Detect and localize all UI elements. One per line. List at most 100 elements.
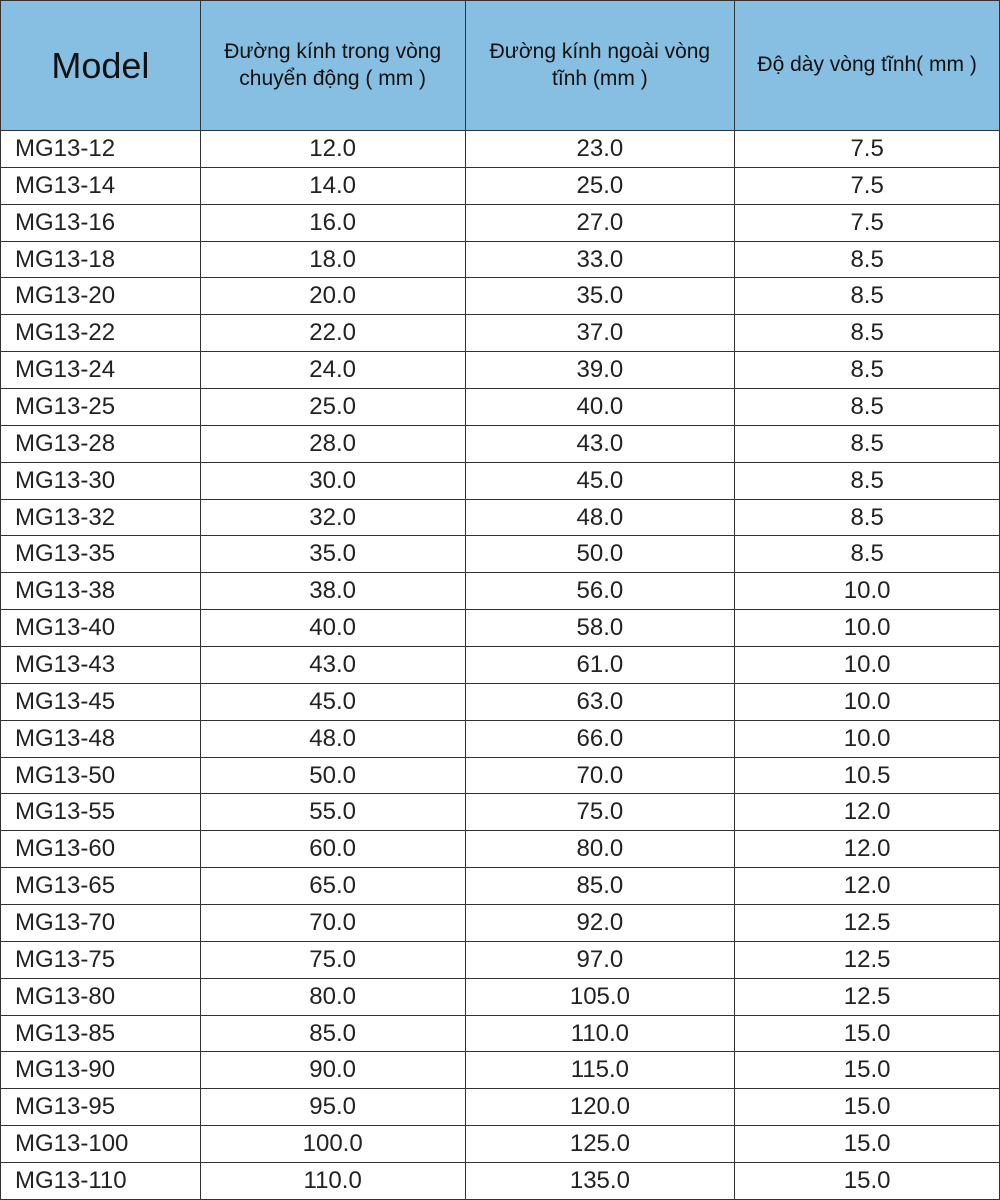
cell-value: 75.0 xyxy=(200,941,465,978)
cell-value: 22.0 xyxy=(200,315,465,352)
cell-value: 66.0 xyxy=(465,720,735,757)
table-row: MG13-6060.080.012.0 xyxy=(1,831,1000,868)
cell-value: 110.0 xyxy=(465,1015,735,1052)
cell-value: 125.0 xyxy=(465,1126,735,1163)
cell-model: MG13-30 xyxy=(1,462,201,499)
table-body: MG13-1212.023.07.5MG13-1414.025.07.5MG13… xyxy=(1,131,1000,1200)
cell-value: 20.0 xyxy=(200,278,465,315)
cell-value: 12.0 xyxy=(735,794,1000,831)
cell-model: MG13-20 xyxy=(1,278,201,315)
cell-value: 56.0 xyxy=(465,573,735,610)
cell-value: 10.0 xyxy=(735,610,1000,647)
cell-value: 8.5 xyxy=(735,241,1000,278)
spec-table: Model Đường kính trong vòng chuyển động … xyxy=(0,0,1000,1200)
table-row: MG13-7070.092.012.5 xyxy=(1,905,1000,942)
cell-value: 45.0 xyxy=(200,683,465,720)
cell-model: MG13-43 xyxy=(1,647,201,684)
cell-value: 8.5 xyxy=(735,278,1000,315)
cell-value: 28.0 xyxy=(200,425,465,462)
col-header-model: Model xyxy=(1,1,201,131)
cell-model: MG13-60 xyxy=(1,831,201,868)
cell-value: 55.0 xyxy=(200,794,465,831)
cell-model: MG13-48 xyxy=(1,720,201,757)
cell-value: 95.0 xyxy=(200,1089,465,1126)
table-row: MG13-4343.061.010.0 xyxy=(1,647,1000,684)
table-row: MG13-3838.056.010.0 xyxy=(1,573,1000,610)
cell-value: 38.0 xyxy=(200,573,465,610)
table-row: MG13-110110.0135.015.0 xyxy=(1,1163,1000,1200)
cell-value: 63.0 xyxy=(465,683,735,720)
cell-value: 15.0 xyxy=(735,1089,1000,1126)
cell-model: MG13-50 xyxy=(1,757,201,794)
cell-value: 37.0 xyxy=(465,315,735,352)
table-row: MG13-2828.043.08.5 xyxy=(1,425,1000,462)
cell-value: 12.0 xyxy=(735,868,1000,905)
col-header-inner-dia: Đường kính trong vòng chuyển động ( mm ) xyxy=(200,1,465,131)
cell-value: 15.0 xyxy=(735,1015,1000,1052)
cell-value: 45.0 xyxy=(465,462,735,499)
cell-value: 15.0 xyxy=(735,1126,1000,1163)
table-row: MG13-8585.0110.015.0 xyxy=(1,1015,1000,1052)
cell-value: 75.0 xyxy=(465,794,735,831)
cell-model: MG13-25 xyxy=(1,389,201,426)
cell-value: 65.0 xyxy=(200,868,465,905)
cell-value: 135.0 xyxy=(465,1163,735,1200)
cell-model: MG13-24 xyxy=(1,352,201,389)
cell-value: 10.5 xyxy=(735,757,1000,794)
cell-value: 39.0 xyxy=(465,352,735,389)
cell-model: MG13-16 xyxy=(1,204,201,241)
cell-model: MG13-38 xyxy=(1,573,201,610)
cell-value: 61.0 xyxy=(465,647,735,684)
cell-value: 12.0 xyxy=(200,131,465,168)
cell-model: MG13-100 xyxy=(1,1126,201,1163)
col-header-thickness: Độ dày vòng tĩnh( mm ) xyxy=(735,1,1000,131)
cell-value: 58.0 xyxy=(465,610,735,647)
cell-value: 48.0 xyxy=(200,720,465,757)
table-header-row: Model Đường kính trong vòng chuyển động … xyxy=(1,1,1000,131)
table-row: MG13-3232.048.08.5 xyxy=(1,499,1000,536)
cell-value: 15.0 xyxy=(735,1163,1000,1200)
cell-value: 8.5 xyxy=(735,389,1000,426)
cell-value: 10.0 xyxy=(735,647,1000,684)
cell-model: MG13-80 xyxy=(1,978,201,1015)
cell-value: 35.0 xyxy=(200,536,465,573)
cell-value: 7.5 xyxy=(735,204,1000,241)
cell-model: MG13-12 xyxy=(1,131,201,168)
cell-value: 50.0 xyxy=(465,536,735,573)
table-row: MG13-2020.035.08.5 xyxy=(1,278,1000,315)
cell-model: MG13-14 xyxy=(1,167,201,204)
cell-model: MG13-70 xyxy=(1,905,201,942)
cell-value: 80.0 xyxy=(465,831,735,868)
table-row: MG13-2424.039.08.5 xyxy=(1,352,1000,389)
cell-model: MG13-18 xyxy=(1,241,201,278)
cell-model: MG13-95 xyxy=(1,1089,201,1126)
cell-value: 97.0 xyxy=(465,941,735,978)
cell-value: 43.0 xyxy=(200,647,465,684)
cell-model: MG13-110 xyxy=(1,1163,201,1200)
table-row: MG13-4848.066.010.0 xyxy=(1,720,1000,757)
cell-value: 12.5 xyxy=(735,941,1000,978)
cell-value: 24.0 xyxy=(200,352,465,389)
table-row: MG13-1414.025.07.5 xyxy=(1,167,1000,204)
cell-value: 27.0 xyxy=(465,204,735,241)
table-row: MG13-9595.0120.015.0 xyxy=(1,1089,1000,1126)
col-header-outer-dia: Đường kính ngoài vòng tĩnh (mm ) xyxy=(465,1,735,131)
cell-model: MG13-55 xyxy=(1,794,201,831)
table-row: MG13-2222.037.08.5 xyxy=(1,315,1000,352)
cell-value: 33.0 xyxy=(465,241,735,278)
cell-value: 14.0 xyxy=(200,167,465,204)
cell-value: 48.0 xyxy=(465,499,735,536)
table-row: MG13-2525.040.08.5 xyxy=(1,389,1000,426)
table-row: MG13-1212.023.07.5 xyxy=(1,131,1000,168)
table-row: MG13-1818.033.08.5 xyxy=(1,241,1000,278)
cell-value: 7.5 xyxy=(735,167,1000,204)
cell-value: 70.0 xyxy=(200,905,465,942)
cell-value: 12.5 xyxy=(735,905,1000,942)
table-row: MG13-8080.0105.012.5 xyxy=(1,978,1000,1015)
cell-model: MG13-40 xyxy=(1,610,201,647)
table-row: MG13-9090.0115.015.0 xyxy=(1,1052,1000,1089)
cell-value: 43.0 xyxy=(465,425,735,462)
table-row: MG13-7575.097.012.5 xyxy=(1,941,1000,978)
cell-value: 25.0 xyxy=(465,167,735,204)
cell-value: 8.5 xyxy=(735,499,1000,536)
